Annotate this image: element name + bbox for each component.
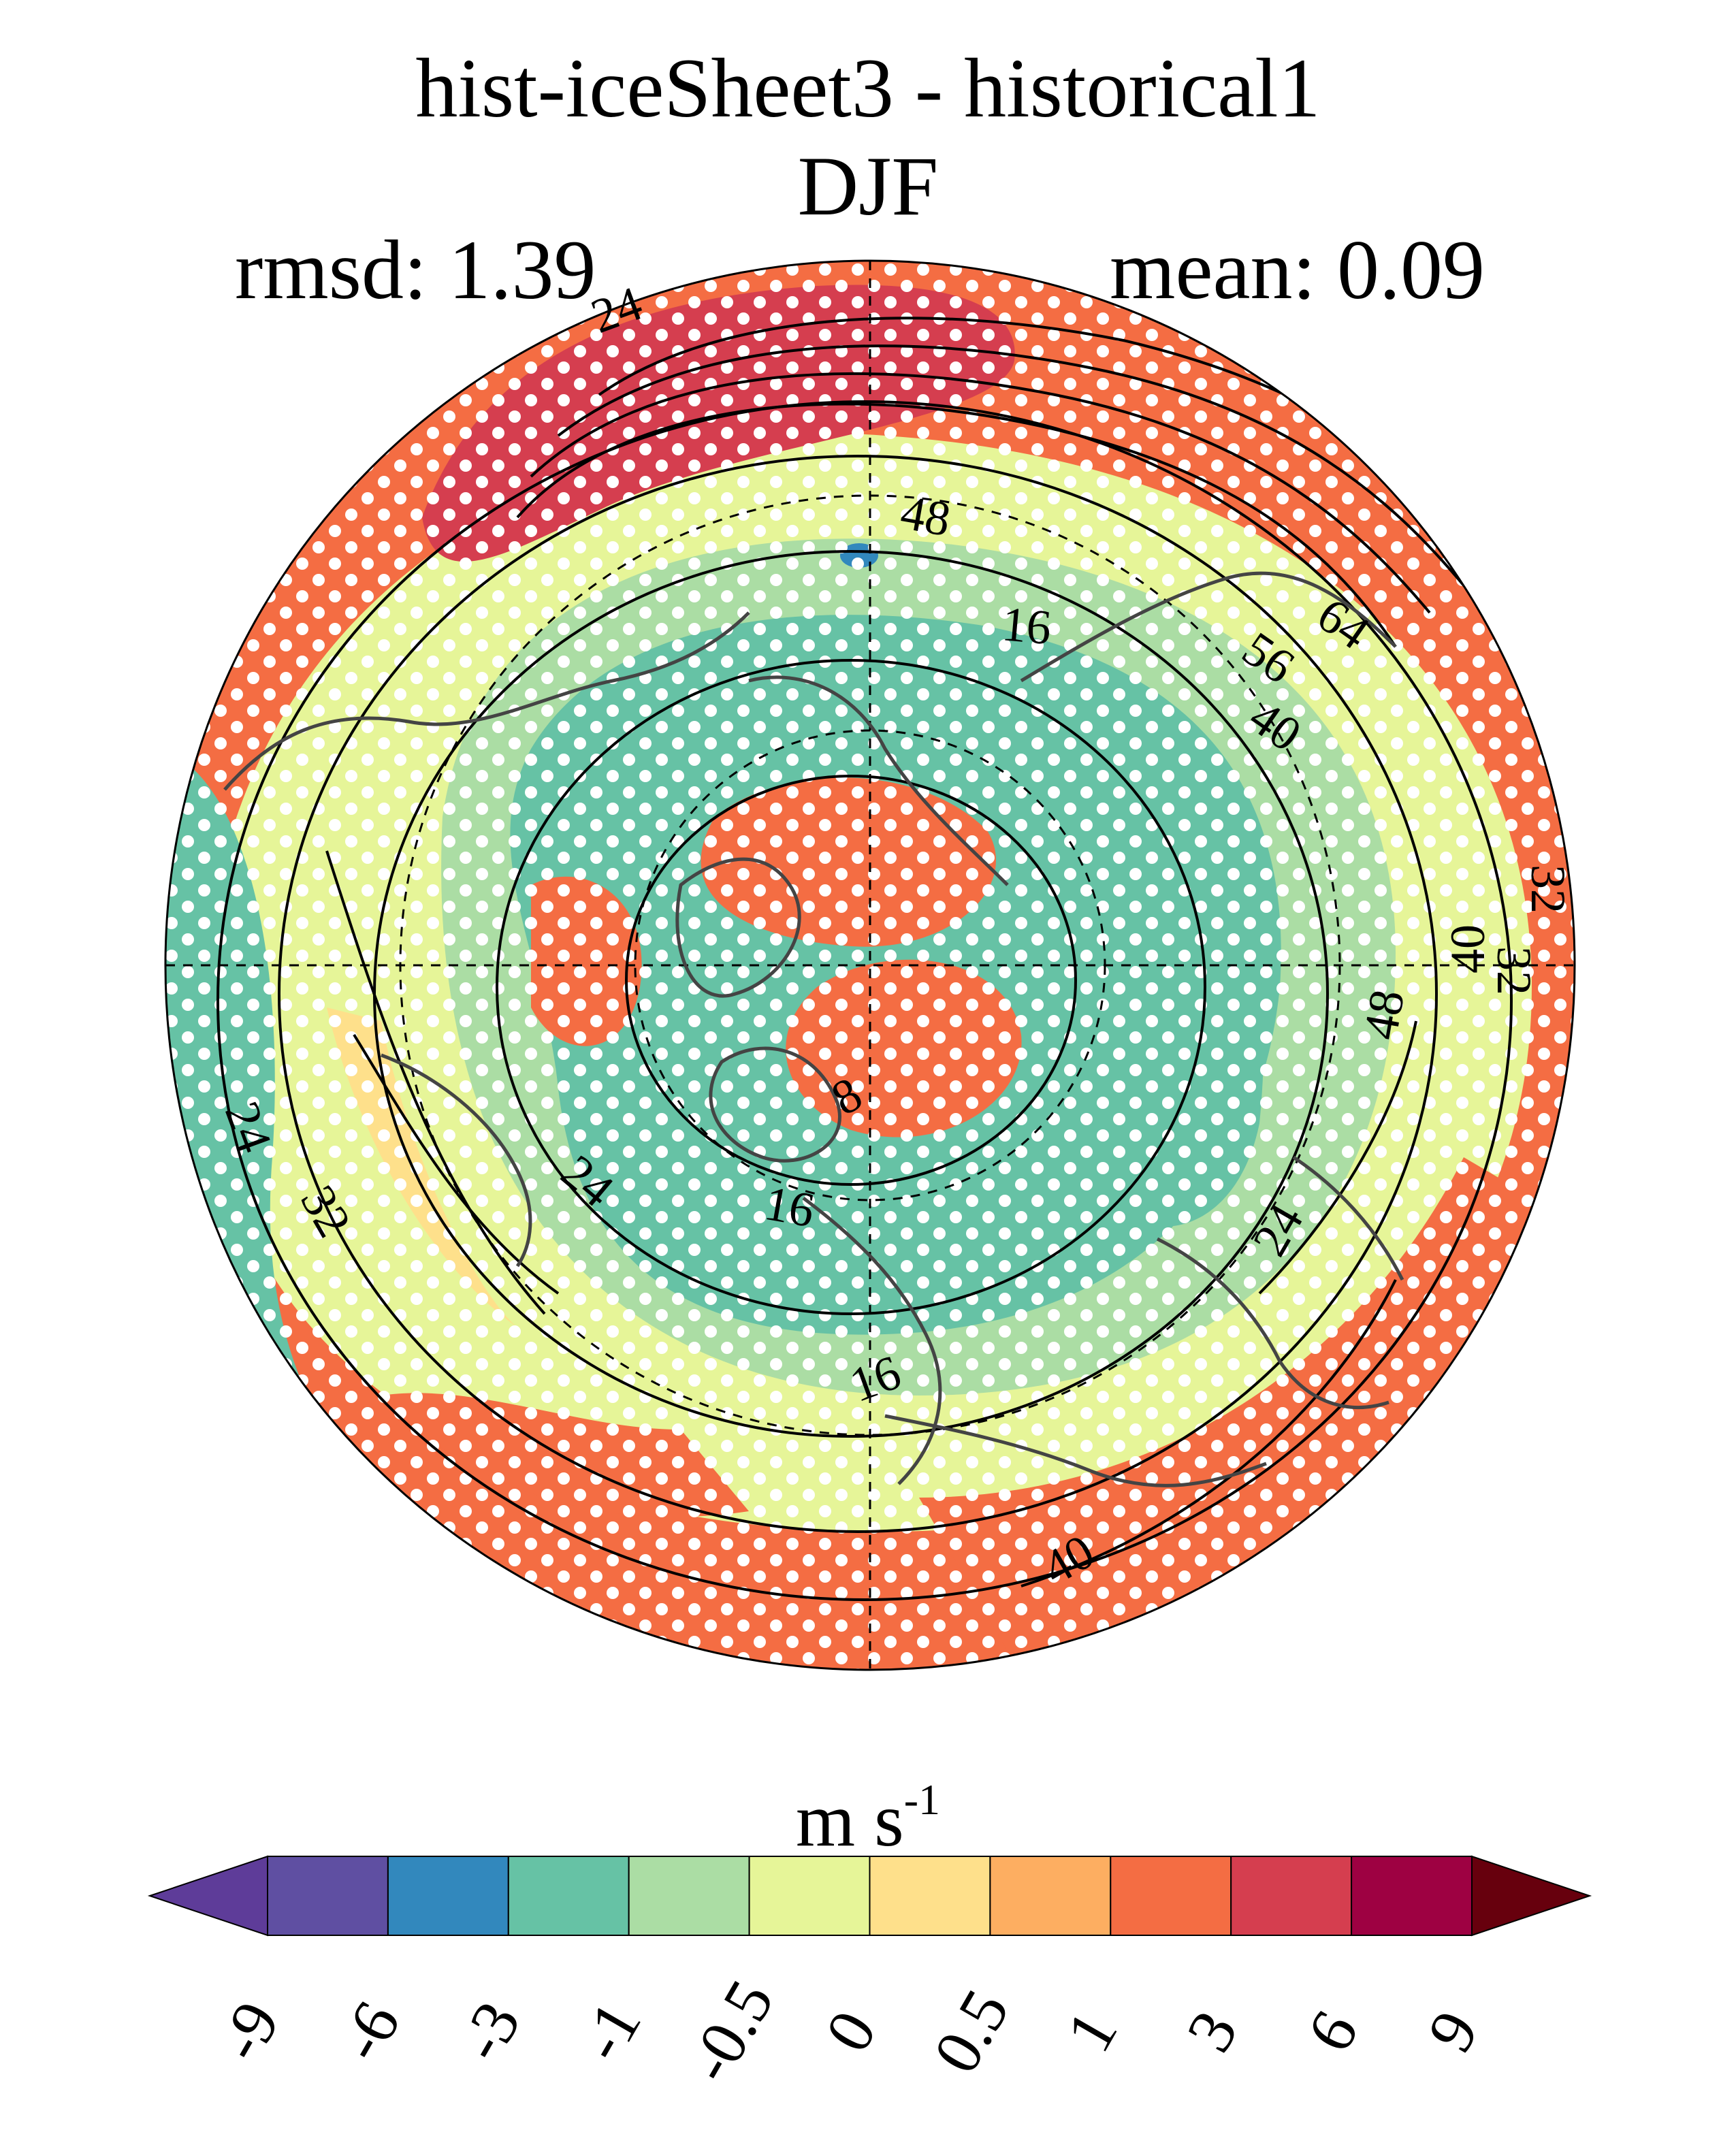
map-boundary	[164, 259, 1576, 1671]
colorbar-box	[267, 1856, 389, 1936]
contour-label: 16	[760, 1176, 818, 1238]
plot-season: DJF	[797, 140, 939, 233]
colorbar-box	[989, 1856, 1112, 1936]
colorbar-tick-label: -6	[323, 1989, 414, 2073]
colorbar-tick-label: 1	[1052, 1999, 1131, 2063]
colorbar-box	[628, 1856, 750, 1936]
colorbar-box	[869, 1856, 991, 1936]
colorbar-tick-label: -1	[564, 1989, 655, 2073]
colorbar-box	[1230, 1856, 1353, 1936]
colorbar-box	[1110, 1856, 1232, 1936]
colorbar-tick-label: 0.5	[919, 1978, 1023, 2084]
contour-label: 32	[1521, 865, 1575, 914]
contour-label: 40	[1441, 924, 1495, 973]
colorbar-boxes	[147, 1855, 1592, 1937]
colorbar-box	[387, 1856, 509, 1936]
contour-label: 48	[1353, 986, 1415, 1044]
colorbar-tick-label: 9	[1413, 1999, 1493, 2063]
colorbar-ticks: -9 -6 -3 -1 -0.5 0 0.5 1 3 6 9	[204, 1968, 1493, 2094]
colorbar-extend-low	[147, 1855, 268, 1937]
plot-title: hist-iceSheet3 - historical1	[415, 42, 1321, 135]
colorbar-tick-label: 6	[1293, 1999, 1372, 2063]
colorbar-tick-label: -9	[204, 1989, 294, 2073]
colorbar-tick-label: -0.5	[673, 1968, 788, 2094]
contour-label: 32	[1487, 946, 1541, 995]
colorbar-box	[1351, 1856, 1473, 1936]
colorbar-box	[748, 1856, 871, 1936]
polar-map: 24 48 16 56 64 40 32 40 48 32 24 32 24 8…	[164, 259, 1576, 1671]
contour-label: 16	[1000, 596, 1054, 655]
colorbar-tick-label: -3	[444, 1989, 534, 2073]
mean-stat: mean: 0.09	[1110, 223, 1485, 317]
colorbar-unit: m s-1	[795, 1775, 940, 1862]
colorbar-extend-high	[1471, 1855, 1592, 1937]
colorbar: -9 -6 -3 -1 -0.5 0 0.5 1 3 6 9	[147, 1855, 1592, 2094]
colorbar-box	[507, 1856, 630, 1936]
colorbar-tick-label: 0	[811, 1999, 890, 2063]
map-field	[165, 261, 1575, 1670]
rmsd-stat: rmsd: 1.39	[235, 223, 596, 317]
colorbar-tick-label: 3	[1172, 1999, 1252, 2063]
contour-label: 48	[897, 485, 954, 547]
